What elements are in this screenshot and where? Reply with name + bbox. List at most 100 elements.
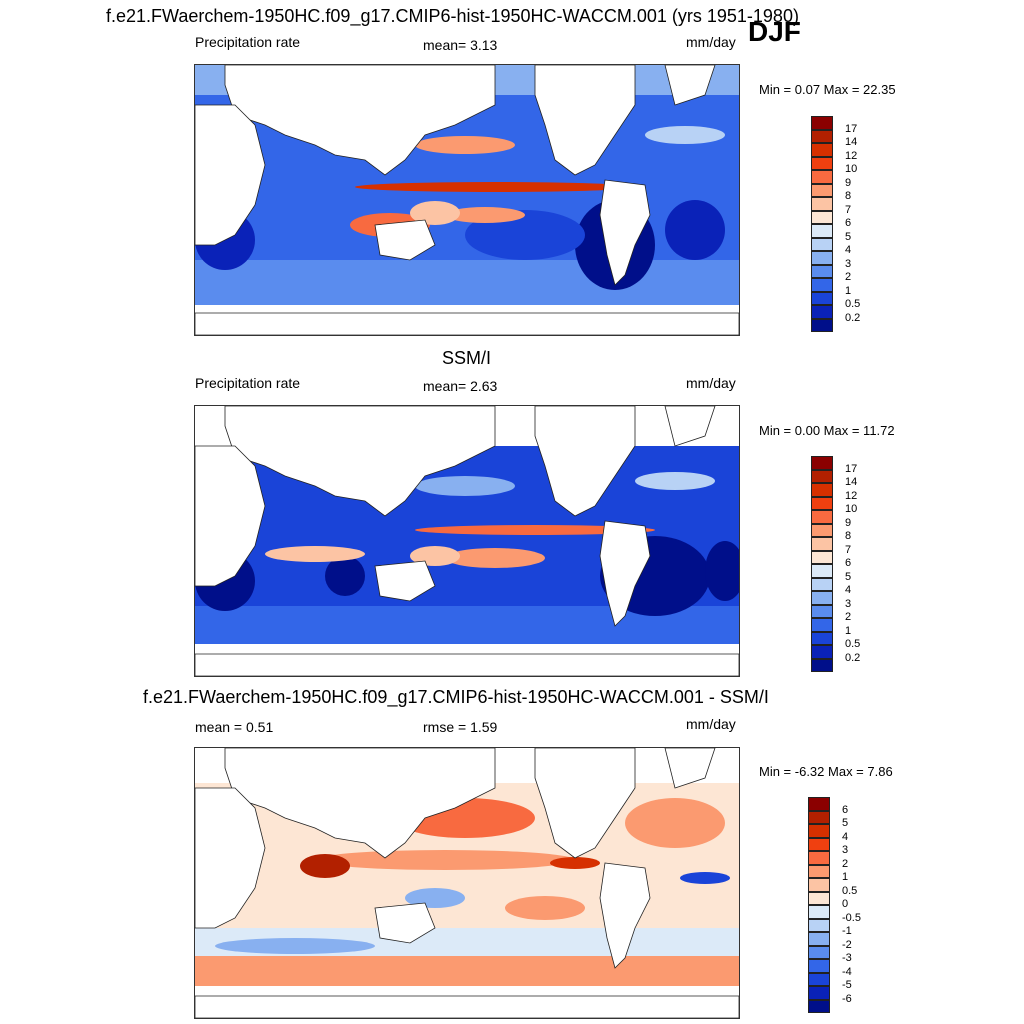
panel1-left-label: Precipitation rate bbox=[195, 34, 301, 50]
land-africa bbox=[195, 104, 266, 246]
colorbar-segment bbox=[811, 291, 833, 305]
colorbar-tick-label: 1 bbox=[845, 284, 852, 297]
colorbar-segment bbox=[811, 156, 833, 170]
panel3-minmax: Min = -6.32 Max = 7.86 bbox=[759, 764, 893, 779]
colorbar-segment bbox=[811, 645, 833, 659]
positive-bias bbox=[550, 857, 600, 869]
colorbar-tick-label: 10 bbox=[845, 503, 858, 515]
colorbar-segment bbox=[811, 591, 833, 605]
panel2-title: SSM/I bbox=[442, 348, 492, 368]
panel1-units: mm/day bbox=[686, 34, 736, 50]
colorbar-tick-label: 12 bbox=[845, 489, 858, 502]
colorbar-segment bbox=[808, 932, 830, 946]
colorbar-segment bbox=[811, 631, 833, 645]
colorbar-tick-label: 0.2 bbox=[845, 311, 861, 324]
colorbar-tick-label: -6 bbox=[842, 992, 852, 1005]
colorbar-tick-label: 2 bbox=[845, 271, 852, 283]
colorbar-segment bbox=[808, 959, 830, 973]
colorbar-segment bbox=[811, 197, 833, 211]
colorbar-tick-label: 0.5 bbox=[845, 298, 861, 310]
colorbar-segment bbox=[811, 537, 833, 551]
land-australia bbox=[374, 219, 436, 261]
panel3-center-label: rmse = 1.59 bbox=[423, 719, 498, 735]
colorbar-segment bbox=[811, 483, 833, 497]
colorbar-segment bbox=[811, 264, 833, 278]
colorbar-tick-label: -4 bbox=[842, 965, 852, 978]
colorbar-segment bbox=[811, 210, 833, 224]
colorbar-tick-label: 4 bbox=[842, 830, 849, 843]
colorbar-segment bbox=[811, 577, 833, 591]
land-africa bbox=[195, 787, 266, 929]
colorbar-segment bbox=[811, 550, 833, 564]
colorbar-tick-label: 9 bbox=[845, 516, 852, 529]
colorbar-tick-label: 17 bbox=[845, 462, 858, 475]
land-south-america bbox=[599, 179, 651, 286]
colorbar-segment bbox=[808, 945, 830, 959]
colorbar-tick-label: 3 bbox=[842, 844, 849, 856]
dry-zone bbox=[665, 200, 725, 260]
positive-bias bbox=[315, 850, 575, 870]
positive-bias bbox=[300, 854, 350, 878]
colorbar-tick-label: 4 bbox=[845, 584, 852, 596]
wet-zone bbox=[265, 546, 365, 562]
colorbar-tick-label: 0.2 bbox=[845, 651, 861, 664]
land-north-america bbox=[534, 748, 636, 859]
colorbar-segment bbox=[808, 972, 830, 986]
colorbar-segment bbox=[811, 305, 833, 319]
south-ocean-band bbox=[195, 260, 739, 305]
colorbar-tick-label: 14 bbox=[845, 476, 858, 488]
wet-zone bbox=[410, 201, 460, 225]
panel1-colorbar bbox=[811, 116, 833, 332]
negative-bias bbox=[680, 872, 730, 884]
colorbar-segment bbox=[811, 129, 833, 143]
panel2-colorbar bbox=[811, 456, 833, 672]
positive-bias bbox=[505, 896, 585, 920]
negative-bias bbox=[215, 938, 375, 954]
colorbar-segment bbox=[811, 318, 833, 332]
negative-bias bbox=[405, 888, 465, 908]
colorbar-tick-label: 1 bbox=[845, 624, 852, 637]
colorbar-segment bbox=[808, 905, 830, 919]
season-label: DJF bbox=[748, 16, 801, 47]
colorbar-segment bbox=[808, 851, 830, 865]
colorbar-segment bbox=[811, 469, 833, 483]
colorbar-tick-label: 8 bbox=[845, 530, 852, 542]
colorbar-tick-label: 6 bbox=[842, 803, 849, 816]
colorbar-segment bbox=[811, 604, 833, 618]
panel1-title: f.e21.FWaerchem-1950HC.f09_g17.CMIP6-his… bbox=[106, 6, 799, 26]
spcz-band bbox=[445, 207, 525, 223]
land-south-america bbox=[599, 862, 651, 969]
storm-track bbox=[645, 126, 725, 144]
colorbar-segment bbox=[811, 183, 833, 197]
panel1-center-label: mean= 3.13 bbox=[423, 37, 498, 53]
colorbar-segment bbox=[811, 224, 833, 238]
colorbar-tick-label: 1 bbox=[842, 871, 849, 883]
colorbar-tick-label: 2 bbox=[845, 611, 852, 623]
colorbar-segment bbox=[808, 864, 830, 878]
colorbar-tick-label: 8 bbox=[845, 190, 852, 202]
colorbar-tick-label: 4 bbox=[845, 244, 852, 256]
colorbar-tick-label: 3 bbox=[845, 257, 852, 270]
panel3-map bbox=[194, 747, 740, 1019]
land-south-america bbox=[599, 520, 651, 627]
land-greenland bbox=[664, 406, 716, 447]
colorbar-segment bbox=[808, 837, 830, 851]
colorbar-segment bbox=[811, 278, 833, 292]
colorbar-segment bbox=[811, 143, 833, 157]
land-north-america bbox=[534, 65, 636, 176]
colorbar-tick-label: 5 bbox=[845, 570, 852, 583]
storm-track bbox=[635, 472, 715, 490]
land-antarctica bbox=[195, 995, 739, 1018]
spcz-band bbox=[445, 548, 545, 568]
colorbar-tick-label: 6 bbox=[845, 557, 852, 569]
land-greenland bbox=[664, 65, 716, 106]
dry-zone bbox=[705, 541, 739, 601]
land-antarctica bbox=[195, 312, 739, 335]
colorbar-segment bbox=[811, 496, 833, 510]
panel3-map-field bbox=[195, 748, 739, 1018]
land-africa bbox=[195, 445, 266, 587]
colorbar-segment bbox=[808, 986, 830, 1000]
positive-bias bbox=[625, 798, 725, 848]
panel3-left-label: mean = 0.51 bbox=[195, 719, 274, 735]
land-australia bbox=[374, 902, 436, 944]
